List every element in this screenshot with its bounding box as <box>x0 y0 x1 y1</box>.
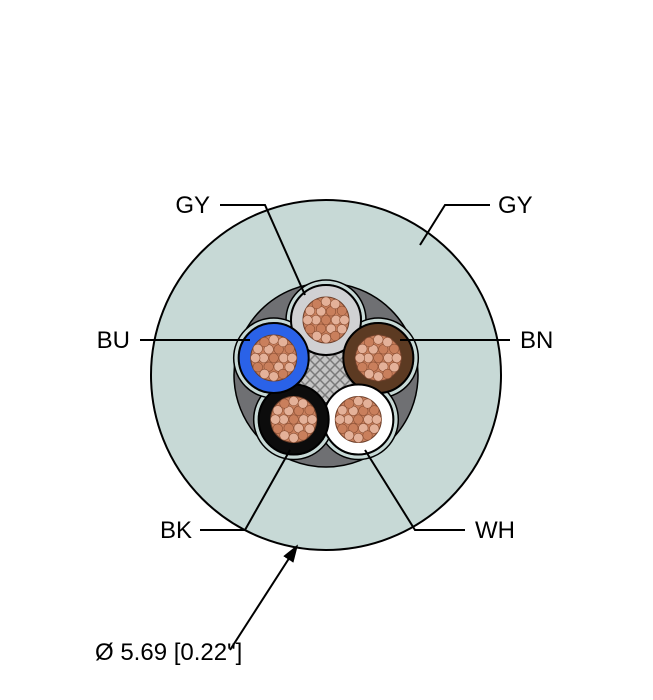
bk-core-strand <box>298 431 308 441</box>
gy-core-strand <box>330 331 340 341</box>
bk-core-strand <box>273 424 283 434</box>
bk-core-strand <box>289 396 299 406</box>
wh-core-strand <box>338 424 348 434</box>
callout-label-BU-core: BU <box>97 327 130 354</box>
callout-label-BN-core: BN <box>520 327 553 354</box>
wh-core-strand <box>354 415 364 425</box>
bk-core-strand <box>299 415 309 425</box>
bu-core <box>239 323 309 393</box>
bu-core-strand <box>269 335 279 345</box>
gy-core-strand <box>311 315 321 325</box>
bk-core-strand <box>289 433 299 443</box>
bn-core-strand <box>389 344 399 354</box>
gy-core-strand <box>321 297 331 307</box>
wh-core-strand <box>344 415 354 425</box>
bn-core-strand <box>358 362 368 372</box>
bu-core-strand <box>287 353 297 363</box>
bk-core-strand <box>279 415 289 425</box>
wh-core-strand <box>363 431 373 441</box>
bn-core-strand <box>364 337 374 347</box>
bn-core-strand <box>364 353 374 363</box>
bn-core <box>343 323 413 393</box>
bu-core-strand <box>269 372 279 382</box>
dimension-arrow <box>230 546 297 650</box>
bn-core-strand <box>374 372 384 382</box>
bn-core-strand <box>374 353 384 363</box>
wh-core-strand <box>370 406 380 416</box>
bk-core-strand <box>271 415 281 425</box>
wh-core-strand <box>335 415 345 425</box>
bu-core-strand <box>279 353 289 363</box>
callout-label-BK-core: BK <box>160 517 192 544</box>
bn-core-strand <box>355 353 365 363</box>
callout-label-WH-core: WH <box>475 517 515 544</box>
wh-core-strand <box>354 396 364 406</box>
bk-core-strand <box>305 406 315 416</box>
bu-core-strand <box>259 353 269 363</box>
wh-core-strand <box>344 399 354 409</box>
callout-label-GY-core: GY <box>175 192 210 219</box>
wh-core <box>323 384 393 454</box>
bu-core-strand <box>278 369 288 379</box>
bk-core <box>259 384 329 454</box>
gy-core-strand <box>312 299 322 309</box>
bk-core-strand <box>280 399 290 409</box>
bu-core-strand <box>260 337 270 347</box>
dimension-label: Ø 5.69 [0.22"] <box>95 639 242 666</box>
wh-core-strand <box>372 415 382 425</box>
wh-core-strand <box>354 433 364 443</box>
wh-core-strand <box>364 415 374 425</box>
callout-GY-jacket: GY <box>420 192 533 245</box>
bn-core-strand <box>383 369 393 379</box>
bu-core-strand <box>269 353 279 363</box>
callout-label-GY-jacket: GY <box>498 192 533 219</box>
gy-core-strand <box>303 315 313 325</box>
bn-core-strand <box>392 353 402 363</box>
bk-core-strand <box>289 415 299 425</box>
gy-core-strand <box>331 315 341 325</box>
gy-core-strand <box>321 334 331 344</box>
bu-core-strand <box>251 353 260 363</box>
gy-core-strand <box>305 324 315 334</box>
bn-core-strand <box>374 335 384 345</box>
cable-cross-section-diagram: GY GY BU BN BK WH Ø 5.69 [0.22"] <box>0 0 653 700</box>
gy-core-strand <box>321 315 331 325</box>
bn-core-strand <box>384 353 394 363</box>
bu-core-strand <box>253 362 263 372</box>
gy-core-strand <box>340 315 350 325</box>
bu-core-strand <box>285 344 295 354</box>
bk-core-strand <box>307 415 317 425</box>
gy-core-strand <box>337 306 347 316</box>
